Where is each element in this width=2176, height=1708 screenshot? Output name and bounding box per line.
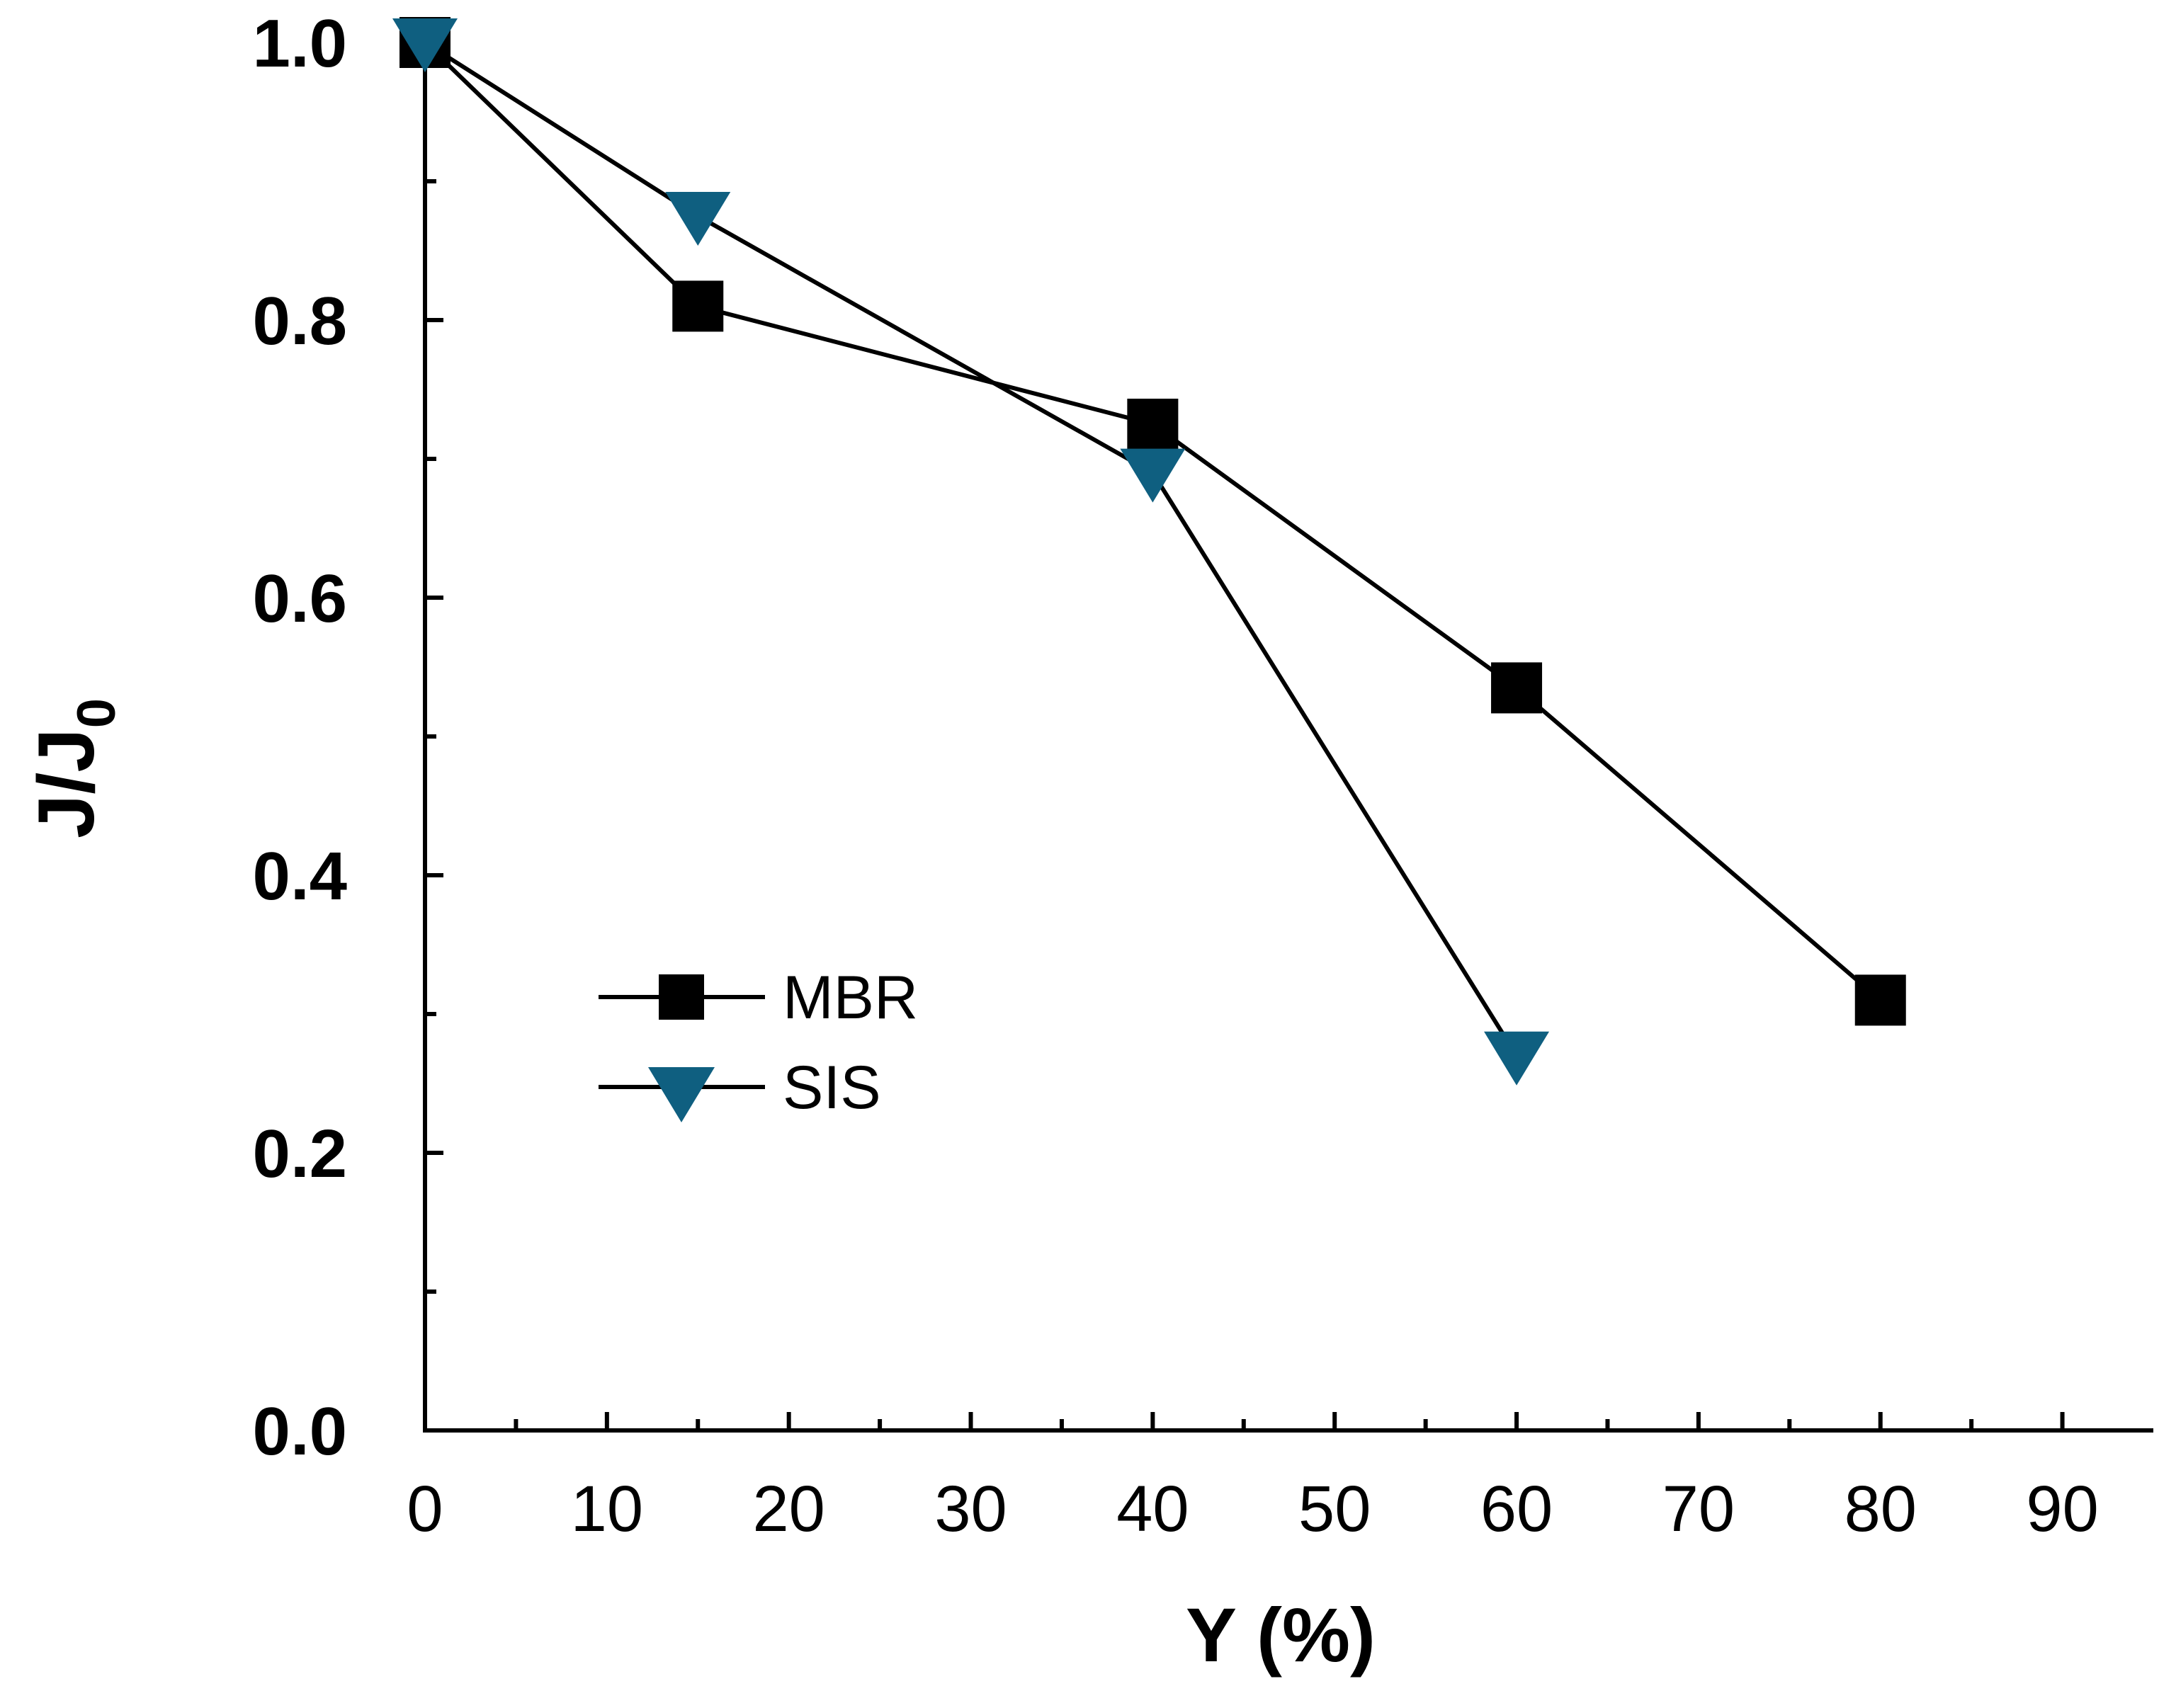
x-tick-label: 60	[1480, 1473, 1553, 1545]
legend-marker-sis	[648, 1067, 715, 1122]
data-point-mbr	[672, 280, 724, 332]
data-point-mbr	[1854, 974, 1906, 1026]
legend-label-sis: SIS	[783, 1054, 881, 1122]
y-tick-label: 0.8	[253, 283, 347, 359]
y-axis-title-subscript: 0	[67, 698, 127, 728]
data-point-mbr	[1491, 662, 1543, 714]
y-tick-label: 0.6	[253, 561, 347, 637]
x-tick-label: 30	[934, 1473, 1007, 1545]
x-tick-label: 70	[1662, 1473, 1735, 1545]
series-markers	[392, 17, 1906, 1086]
legend-marker-mbr	[659, 974, 704, 1020]
legend-item-sis: SIS	[599, 1054, 881, 1122]
x-tick-label: 80	[1844, 1473, 1917, 1545]
x-tick-label: 50	[1298, 1473, 1371, 1545]
x-tick-label: 90	[2026, 1473, 2098, 1545]
data-point-sis	[1484, 1031, 1550, 1086]
data-point-sis	[392, 18, 458, 72]
series-lines	[423, 40, 1882, 1057]
y-axis-title: J/J0	[22, 698, 127, 838]
y-tick-labels: 0.0 0.2 0.4 0.6 0.8 1.0	[253, 6, 347, 1469]
data-point-mbr	[1127, 399, 1179, 450]
x-tick-labels: 0 10 20 30 40 50 60 70 80 90	[407, 1473, 2098, 1545]
x-tick-label: 0	[407, 1473, 443, 1545]
data-point-sis	[665, 192, 731, 246]
legend-item-mbr: MBR	[599, 964, 918, 1032]
legend: MBR SIS	[599, 964, 918, 1122]
x-major-ticks	[604, 1412, 2065, 1430]
data-point-sis	[1120, 448, 1186, 503]
series-line-mbr	[423, 40, 1882, 1002]
x-axis-title: Y (%)	[1186, 1592, 1376, 1678]
y-tick-label: 0.4	[253, 838, 347, 914]
y-axis-title-main: J/J	[22, 728, 110, 838]
y-tick-label: 0.2	[253, 1116, 347, 1192]
y-tick-label: 0.0	[253, 1394, 347, 1469]
svg-text:J/J0: J/J0	[22, 698, 127, 838]
legend-label-mbr: MBR	[783, 964, 918, 1032]
x-tick-label: 20	[753, 1473, 825, 1545]
y-tick-label: 1.0	[253, 6, 347, 81]
x-tick-label: 40	[1116, 1473, 1189, 1545]
series-line-sis	[424, 40, 1519, 1057]
x-tick-label: 10	[571, 1473, 643, 1545]
